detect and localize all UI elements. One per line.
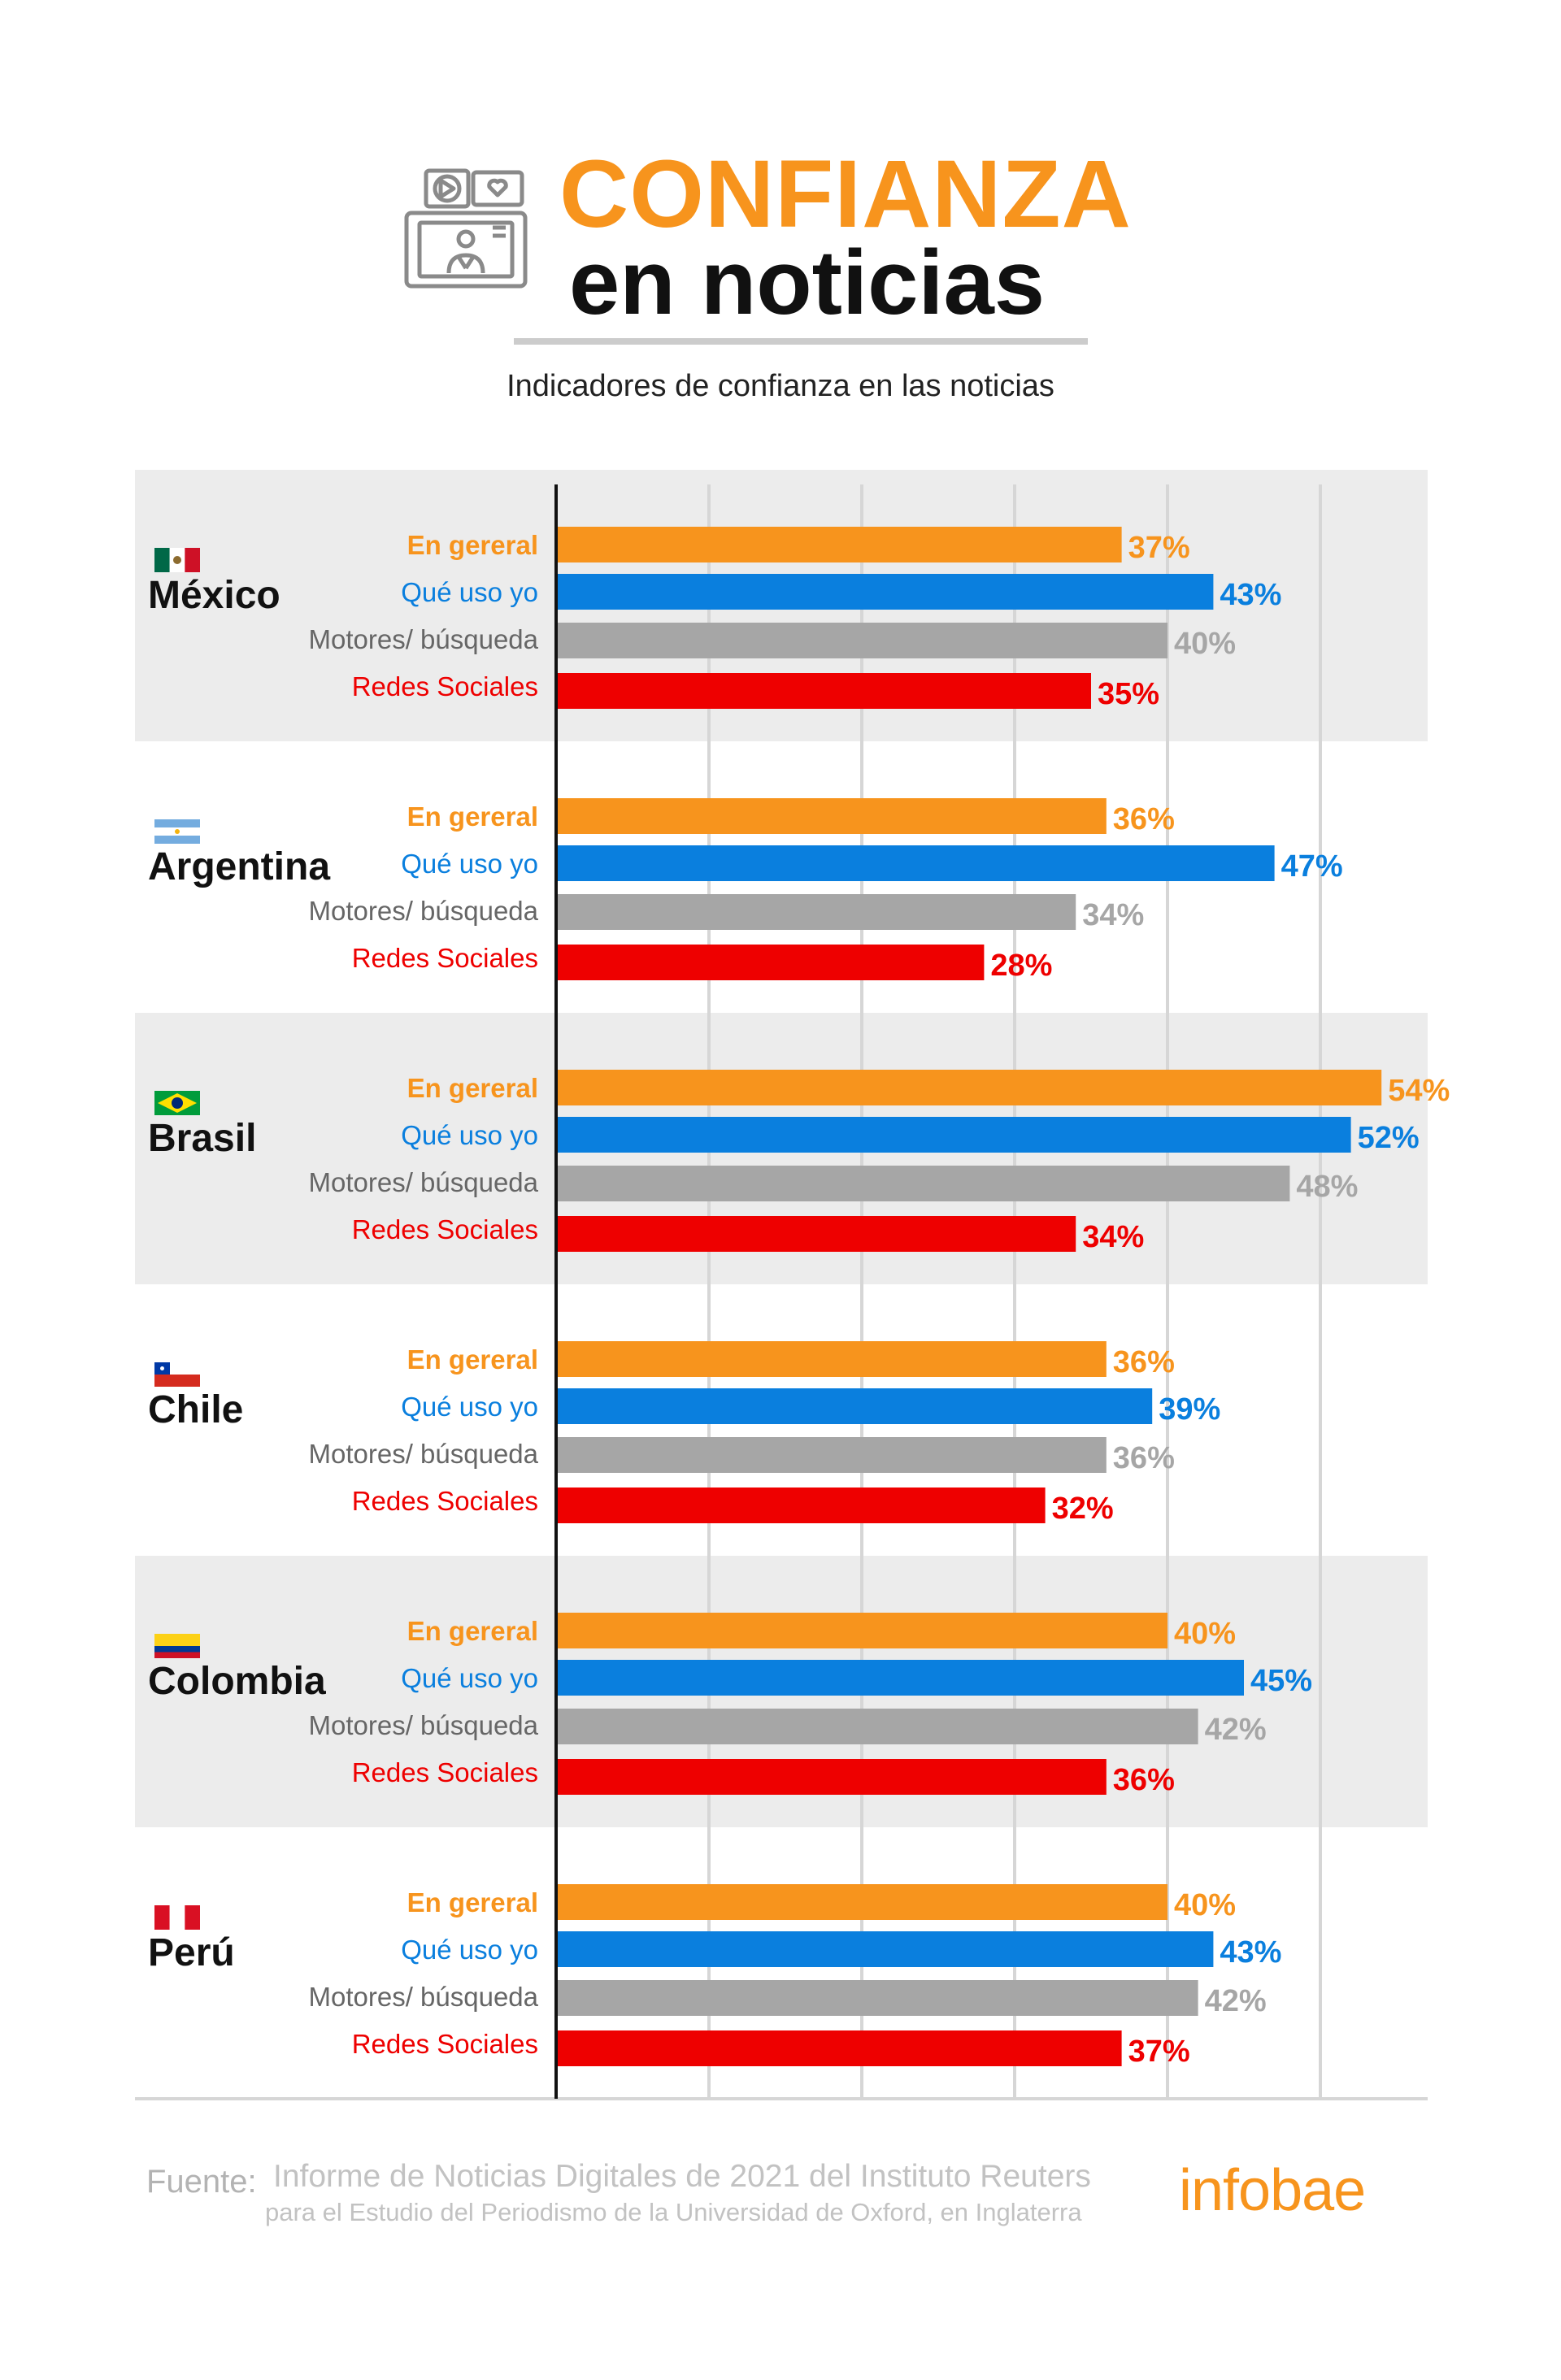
series-label-que-uso-yo: Qué uso yo <box>401 1935 538 1965</box>
value-label-que-uso-yo: 52% <box>1358 1121 1420 1155</box>
value-label-motores-busqueda: 40% <box>1174 627 1236 661</box>
bar-redes-sociales <box>556 673 1091 709</box>
value-label-que-uso-yo: 39% <box>1159 1392 1220 1427</box>
series-label-en-general: En gereral <box>407 1344 538 1375</box>
series-label-que-uso-yo: Qué uso yo <box>401 1663 538 1693</box>
bar-redes-sociales <box>556 1488 1046 1523</box>
bar-en-general <box>556 1070 1382 1105</box>
value-label-que-uso-yo: 43% <box>1220 1935 1281 1970</box>
series-label-que-uso-yo: Qué uso yo <box>401 1120 538 1150</box>
value-label-redes-sociales: 36% <box>1113 1763 1175 1797</box>
bar-que-uso-yo <box>556 845 1275 881</box>
value-label-en-general: 40% <box>1174 1617 1236 1651</box>
series-label-que-uso-yo: Qué uso yo <box>401 849 538 879</box>
bar-motores-busqueda <box>556 1980 1198 2016</box>
series-label-que-uso-yo: Qué uso yo <box>401 1392 538 1422</box>
value-label-redes-sociales: 37% <box>1128 2035 1190 2069</box>
series-label-motores-busqueda: Motores/ búsqueda <box>308 1439 538 1469</box>
series-label-redes-sociales: Redes Sociales <box>352 943 538 973</box>
brazil-flag-icon <box>154 1091 200 1115</box>
bar-motores-busqueda <box>556 1437 1107 1473</box>
series-label-motores-busqueda: Motores/ búsqueda <box>308 896 538 926</box>
series-label-redes-sociales: Redes Sociales <box>352 2029 538 2059</box>
bar-motores-busqueda <box>556 894 1076 930</box>
series-label-redes-sociales: Redes Sociales <box>352 1214 538 1244</box>
value-label-redes-sociales: 28% <box>990 949 1052 983</box>
series-label-motores-busqueda: Motores/ búsqueda <box>308 624 538 654</box>
value-label-motores-busqueda: 34% <box>1082 898 1144 932</box>
colombia-flag-icon <box>154 1634 200 1658</box>
series-label-que-uso-yo: Qué uso yo <box>401 577 538 607</box>
bar-en-general <box>556 1613 1167 1648</box>
source-line-1: Informe de Noticias Digitales de 2021 de… <box>273 2159 1091 2194</box>
bar-que-uso-yo <box>556 1117 1351 1153</box>
bar-redes-sociales <box>556 2030 1122 2066</box>
country-label: Chile <box>148 1388 243 1431</box>
series-label-redes-sociales: Redes Sociales <box>352 671 538 701</box>
bar-redes-sociales <box>556 1759 1107 1795</box>
subtitle: Indicadores de confianza en las noticias <box>507 369 1054 403</box>
value-label-redes-sociales: 34% <box>1082 1220 1144 1254</box>
series-label-en-general: En gereral <box>407 1073 538 1103</box>
infobae-logo: infobae <box>1179 2158 1366 2223</box>
value-label-que-uso-yo: 47% <box>1281 849 1343 884</box>
series-label-motores-busqueda: Motores/ búsqueda <box>308 1982 538 2012</box>
series-label-en-general: En gereral <box>407 1616 538 1646</box>
value-label-en-general: 36% <box>1113 1345 1175 1379</box>
bar-en-general <box>556 1341 1107 1377</box>
news-video-monitor-icon <box>404 168 528 289</box>
bar-en-general <box>556 527 1122 562</box>
country-label: Perú <box>148 1931 235 1974</box>
bar-redes-sociales <box>556 945 985 980</box>
series-label-en-general: En gereral <box>407 1887 538 1917</box>
country-label: Colombia <box>148 1660 326 1703</box>
peru-flag-icon <box>154 1905 200 1930</box>
value-label-en-general: 54% <box>1388 1074 1450 1108</box>
bar-motores-busqueda <box>556 623 1167 658</box>
bar-en-general <box>556 1884 1167 1920</box>
bar-motores-busqueda <box>556 1709 1198 1744</box>
argentina-flag-icon <box>154 819 200 844</box>
value-label-en-general: 37% <box>1128 531 1190 565</box>
series-label-motores-busqueda: Motores/ búsqueda <box>308 1710 538 1740</box>
bar-que-uso-yo <box>556 574 1214 610</box>
title-line-1: CONFIANZA <box>559 141 1132 248</box>
value-label-en-general: 40% <box>1174 1888 1236 1922</box>
title-line-2: en noticias <box>569 232 1046 333</box>
bar-que-uso-yo <box>556 1931 1214 1967</box>
country-label: Brasil <box>148 1117 256 1160</box>
chile-flag-icon <box>154 1362 200 1387</box>
value-label-que-uso-yo: 45% <box>1250 1664 1312 1698</box>
value-label-motores-busqueda: 36% <box>1113 1441 1175 1475</box>
series-label-en-general: En gereral <box>407 530 538 560</box>
country-label: México <box>148 574 280 617</box>
value-label-que-uso-yo: 43% <box>1220 578 1281 612</box>
bar-en-general <box>556 798 1107 834</box>
series-label-en-general: En gereral <box>407 801 538 832</box>
series-label-redes-sociales: Redes Sociales <box>352 1486 538 1516</box>
country-label: Argentina <box>148 845 330 888</box>
series-label-redes-sociales: Redes Sociales <box>352 1757 538 1787</box>
mexico-flag-icon <box>154 548 200 572</box>
source-line-2: para el Estudio del Periodismo de la Uni… <box>265 2198 1082 2226</box>
value-label-en-general: 36% <box>1113 802 1175 836</box>
value-label-redes-sociales: 35% <box>1098 677 1159 711</box>
bar-motores-busqueda <box>556 1166 1290 1201</box>
bar-que-uso-yo <box>556 1388 1153 1424</box>
bar-redes-sociales <box>556 1216 1076 1252</box>
value-label-motores-busqueda: 48% <box>1296 1170 1358 1204</box>
value-label-motores-busqueda: 42% <box>1205 1984 1267 2018</box>
title-divider <box>514 338 1088 345</box>
source-label: Fuente: <box>146 2164 257 2200</box>
value-label-motores-busqueda: 42% <box>1205 1713 1267 1747</box>
value-label-redes-sociales: 32% <box>1052 1492 1114 1526</box>
bar-que-uso-yo <box>556 1660 1244 1696</box>
series-label-motores-busqueda: Motores/ búsqueda <box>308 1167 538 1197</box>
